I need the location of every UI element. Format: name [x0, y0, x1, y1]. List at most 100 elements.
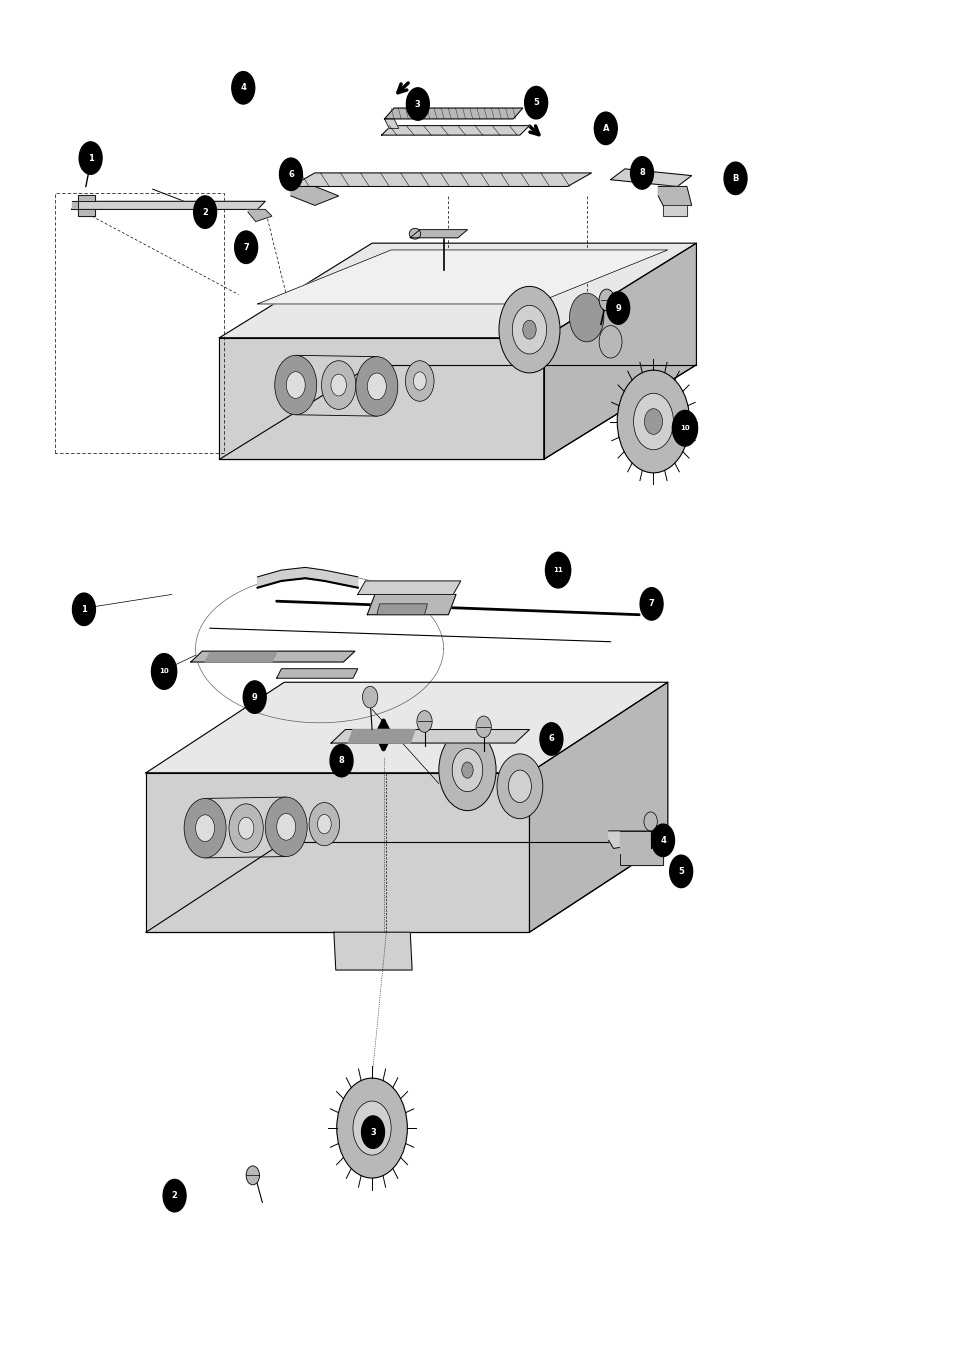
Polygon shape	[276, 669, 357, 678]
Polygon shape	[619, 831, 662, 865]
Text: 3: 3	[415, 100, 420, 108]
Circle shape	[498, 286, 559, 373]
Text: 4: 4	[240, 84, 246, 92]
Circle shape	[405, 361, 434, 401]
Circle shape	[651, 824, 674, 857]
Text: 8: 8	[338, 757, 344, 765]
Text: 2: 2	[172, 1192, 177, 1200]
Polygon shape	[384, 119, 398, 128]
Circle shape	[274, 355, 316, 415]
Text: 10: 10	[679, 426, 689, 431]
Circle shape	[539, 723, 562, 755]
Circle shape	[569, 293, 603, 342]
Circle shape	[598, 289, 614, 311]
Circle shape	[72, 593, 95, 626]
Polygon shape	[291, 173, 591, 186]
Text: B: B	[732, 174, 738, 182]
Text: 5: 5	[533, 99, 538, 107]
Polygon shape	[219, 338, 543, 459]
Circle shape	[321, 361, 355, 409]
Polygon shape	[146, 773, 529, 932]
Circle shape	[234, 231, 257, 263]
Circle shape	[633, 393, 673, 450]
Polygon shape	[610, 169, 691, 186]
Circle shape	[279, 158, 302, 190]
Circle shape	[639, 588, 662, 620]
Circle shape	[361, 1116, 384, 1148]
Polygon shape	[357, 581, 460, 594]
Polygon shape	[331, 730, 529, 743]
Circle shape	[243, 681, 266, 713]
Circle shape	[669, 855, 692, 888]
Text: 7: 7	[648, 600, 654, 608]
Circle shape	[416, 711, 432, 732]
Text: 9: 9	[252, 693, 257, 701]
Circle shape	[331, 374, 346, 396]
Polygon shape	[257, 567, 357, 588]
Circle shape	[508, 770, 531, 802]
Circle shape	[461, 762, 473, 778]
Text: 7: 7	[243, 243, 249, 251]
Circle shape	[232, 72, 254, 104]
Polygon shape	[348, 730, 415, 743]
Polygon shape	[71, 195, 95, 216]
Circle shape	[644, 408, 661, 435]
Polygon shape	[384, 108, 522, 119]
Circle shape	[309, 802, 339, 846]
Polygon shape	[291, 186, 338, 205]
Circle shape	[355, 357, 397, 416]
Polygon shape	[71, 201, 265, 209]
Text: 8: 8	[639, 169, 644, 177]
Polygon shape	[219, 243, 696, 338]
Circle shape	[606, 292, 629, 324]
Circle shape	[163, 1179, 186, 1212]
Circle shape	[723, 162, 746, 195]
Circle shape	[364, 1117, 379, 1139]
Circle shape	[617, 370, 689, 473]
Text: 2: 2	[202, 208, 208, 216]
Polygon shape	[410, 230, 467, 238]
Text: 6: 6	[288, 170, 294, 178]
Text: 9: 9	[615, 304, 620, 312]
Circle shape	[630, 157, 653, 189]
Circle shape	[452, 748, 482, 792]
Polygon shape	[257, 250, 667, 304]
Circle shape	[643, 812, 657, 831]
Circle shape	[193, 196, 216, 228]
Polygon shape	[529, 682, 667, 932]
Circle shape	[276, 813, 295, 840]
Circle shape	[672, 411, 697, 446]
Circle shape	[362, 686, 377, 708]
Circle shape	[598, 326, 621, 358]
Polygon shape	[376, 604, 427, 615]
Circle shape	[512, 305, 546, 354]
Polygon shape	[662, 205, 686, 216]
Circle shape	[79, 142, 102, 174]
Ellipse shape	[409, 228, 420, 239]
Text: 11: 11	[553, 567, 562, 573]
Polygon shape	[191, 651, 355, 662]
Circle shape	[330, 744, 353, 777]
Circle shape	[317, 815, 331, 834]
Circle shape	[545, 553, 570, 588]
Text: A: A	[602, 124, 608, 132]
Circle shape	[353, 1101, 391, 1155]
Circle shape	[413, 372, 426, 390]
Circle shape	[336, 1078, 407, 1178]
Polygon shape	[205, 653, 276, 662]
Circle shape	[238, 817, 253, 839]
Circle shape	[286, 372, 305, 399]
Text: 1: 1	[88, 154, 93, 162]
Text: 10: 10	[159, 669, 169, 674]
Polygon shape	[248, 209, 272, 222]
Circle shape	[246, 1166, 259, 1185]
Circle shape	[476, 716, 491, 738]
Circle shape	[265, 797, 307, 857]
Text: 1: 1	[81, 605, 87, 613]
Circle shape	[152, 654, 176, 689]
Circle shape	[438, 730, 496, 811]
Circle shape	[229, 804, 263, 852]
Polygon shape	[367, 594, 456, 615]
Polygon shape	[608, 831, 667, 848]
Text: 3: 3	[370, 1128, 375, 1136]
